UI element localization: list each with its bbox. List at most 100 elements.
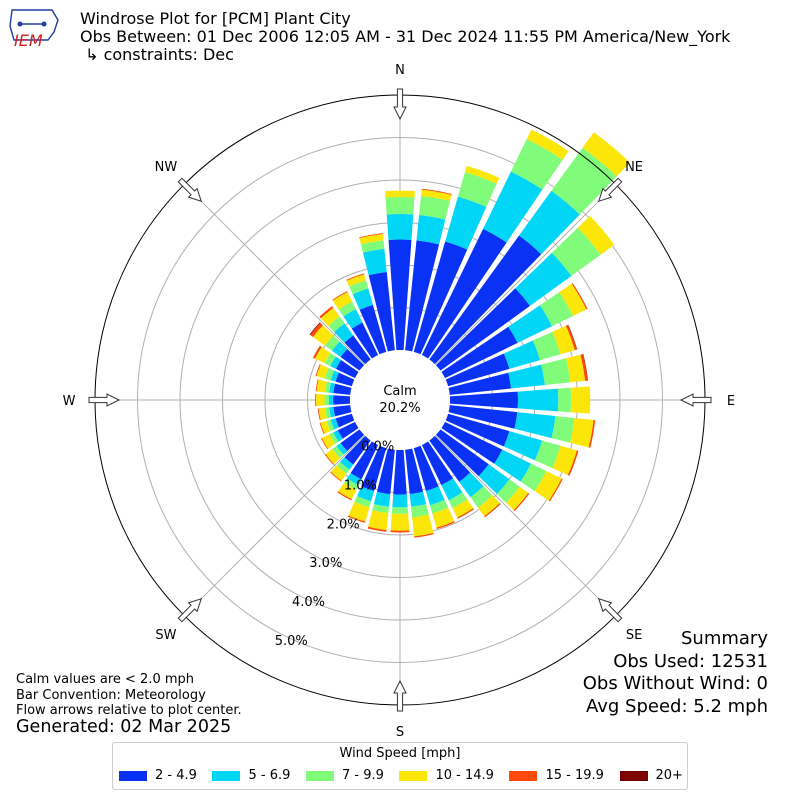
iem-logo: IEM	[6, 6, 62, 50]
legend: Wind Speed [mph] 2 - 4.9 5 - 6.9 7 - 9.9 10…	[112, 742, 688, 790]
windrose-bar-segment	[506, 486, 529, 511]
windrose-bar-segment	[333, 383, 352, 395]
windrose-bar-segment	[483, 171, 543, 243]
radial-tick-label: 1.0%	[344, 479, 377, 494]
windrose-bar-segment	[338, 301, 356, 317]
generated-date: Generated: 02 Mar 2025	[16, 716, 232, 737]
avg-speed: Avg Speed: 5.2 mph	[586, 695, 768, 717]
windrose-bar-segment	[318, 407, 327, 420]
windrose-bar-segment	[332, 291, 348, 301]
windrose-bar-segment	[552, 325, 575, 355]
windrose-bar-segment	[421, 189, 452, 202]
windrose-bar-segment	[329, 432, 339, 444]
obs-used: Obs Used: 12531	[613, 650, 768, 672]
legend-label: 5 - 6.9	[248, 768, 291, 783]
windrose-bar-segment	[565, 354, 586, 383]
windrose-bar-segment	[520, 463, 547, 492]
flow-arrows-note: Flow arrows relative to plot center.	[16, 703, 242, 718]
windrose-bar-segment	[425, 486, 445, 506]
windrose-bar-segment	[330, 471, 342, 482]
compass-label: E	[727, 394, 735, 409]
windrose-bar-segment	[343, 309, 363, 329]
grid-spoke	[183, 183, 365, 365]
windrose-bar-segment	[362, 248, 387, 276]
windrose-bar-segment	[359, 234, 384, 245]
windrose-bar-segment	[346, 273, 365, 281]
windrose-bar-segment	[340, 429, 365, 452]
iowa-map-dot	[17, 21, 23, 27]
windrose-bar-segment	[435, 288, 531, 371]
legend-swatch	[399, 770, 428, 781]
windrose-bar-segment	[354, 496, 372, 508]
windrose-bar-segment	[441, 326, 518, 379]
windrose-bar-segment	[419, 195, 450, 220]
windrose-bar-segment	[330, 370, 339, 382]
windrose-bar-segment	[319, 422, 325, 435]
compass-label: W	[63, 394, 76, 409]
windrose-bar-segment	[368, 510, 389, 531]
flow-arrow-icon	[88, 393, 121, 407]
windrose-bar-segment	[464, 165, 500, 184]
windrose-bar-segment	[336, 461, 350, 474]
windrose-bar-segment	[324, 381, 331, 393]
windrose-bar-segment	[338, 482, 357, 500]
windrose-bar-segment	[346, 274, 366, 287]
windrose-bar-segment	[310, 322, 323, 338]
flow-arrow-icon	[597, 177, 623, 203]
windrose-bar-segment	[388, 239, 412, 351]
windrose-bar-segment	[385, 197, 415, 215]
windrose-bar-segment	[571, 283, 588, 310]
windrose-bar-segment	[445, 413, 510, 447]
windrose-bar-segment	[484, 503, 501, 518]
windrose-bar-segment	[514, 412, 556, 439]
windrose-bar-segment	[347, 515, 366, 523]
windrose-bar-segment	[421, 441, 454, 486]
calm-label: Calm	[383, 384, 416, 399]
windrose-bar-segment	[344, 435, 371, 465]
windrose-bar-segment	[368, 272, 395, 352]
windrose-bar-segment	[352, 288, 373, 310]
date-range-line: Obs Between: 01 Dec 2006 12:05 AM - 31 D…	[80, 27, 731, 46]
windrose-bar-segment	[392, 494, 408, 508]
windrose-bar-segment	[457, 172, 497, 207]
windrose-bar-segment	[332, 291, 353, 310]
windrose-bar-segment	[412, 514, 434, 537]
windrose-bar-segment	[313, 325, 334, 346]
flow-arrow-icon	[597, 597, 623, 623]
windrose-bar-segment	[333, 430, 343, 442]
windrose-bar-segment	[373, 491, 391, 507]
legend-item: 2 - 4.9	[119, 768, 197, 783]
compass-label: SW	[155, 628, 176, 643]
windrose-bar-segment	[329, 406, 336, 418]
windrose-bar-segment	[340, 457, 354, 470]
grid-spoke	[435, 183, 617, 365]
windrose-bar-segment	[348, 501, 370, 522]
windrose-bar-segment	[337, 491, 352, 501]
windrose-bar-segment	[315, 364, 321, 377]
windrose-bar-segment	[315, 393, 317, 407]
windrose-bar-segment	[429, 499, 449, 514]
windrose-bar-segment	[445, 196, 487, 250]
legend-label: 7 - 9.9	[341, 768, 384, 783]
windrose-bar-segment	[325, 449, 340, 465]
legend-item: 7 - 9.9	[305, 768, 384, 783]
windrose-bar-segment	[309, 322, 321, 336]
windrose-bar-segment	[316, 379, 327, 393]
windrose-bar-segment	[577, 215, 615, 255]
windrose-bar-segment	[478, 464, 510, 494]
calm-value: 20.2%	[379, 401, 420, 416]
windrose-bar-segment	[570, 418, 594, 448]
legend-swatch	[212, 770, 241, 781]
windrose-bar-segment	[436, 521, 455, 530]
legend-item: 20+	[619, 768, 683, 783]
windrose-bar-segment	[314, 346, 331, 364]
windrose-bar-segment	[328, 316, 345, 333]
windrose-bar-segment	[539, 292, 574, 327]
windrose-bar-segment	[551, 147, 617, 215]
legend-item: 15 - 19.9	[509, 768, 604, 783]
legend-swatch	[619, 770, 648, 781]
windrose-bar-segment	[441, 421, 503, 464]
windrose-bar-segment	[496, 479, 520, 503]
windrose-bar-segment	[359, 233, 383, 239]
windrose-bar-segment	[515, 252, 572, 306]
